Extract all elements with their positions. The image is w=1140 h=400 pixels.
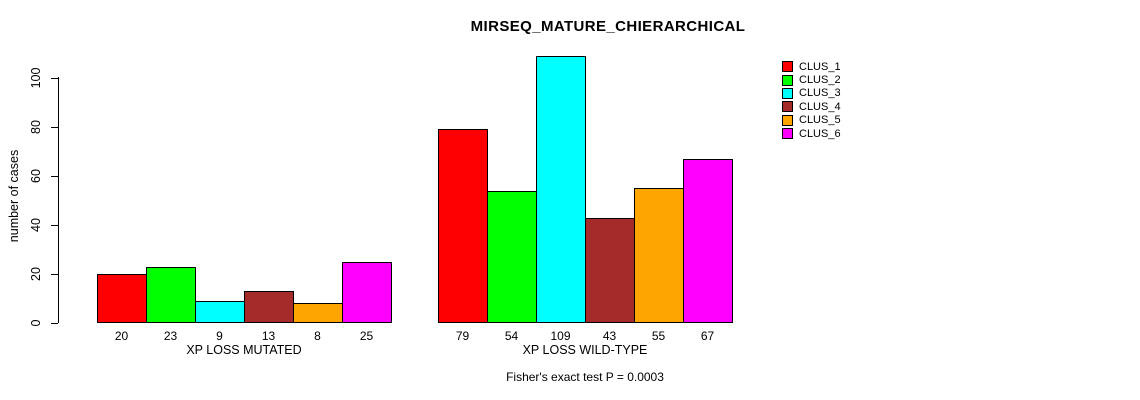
legend-label: CLUS_6 (799, 127, 841, 140)
legend-row-clus_3: CLUS_3 (782, 87, 841, 100)
bar-clus_1-group1 (97, 274, 147, 323)
bar-clus_5-group2 (634, 188, 684, 323)
bar-value-label: 20 (114, 329, 129, 343)
bar-value-label: 23 (163, 329, 178, 343)
legend-swatch-icon (782, 61, 793, 73)
bar-clus_3-group1 (195, 301, 245, 323)
group-axis-label: XP LOSS WILD-TYPE (522, 343, 648, 357)
y-tick-label: 60 (29, 169, 43, 183)
bar-value-label: 43 (602, 329, 617, 343)
y-tick-label: 80 (29, 120, 43, 134)
y-tick-mark (51, 322, 58, 324)
bar-clus_4-group1 (244, 291, 294, 323)
annotation-text: Fisher's exact test P = 0.0003 (506, 370, 664, 384)
bar-value-label: 8 (314, 329, 321, 343)
legend-label: CLUS_4 (799, 100, 841, 113)
bar-clus_2-group1 (146, 267, 196, 323)
legend-label: CLUS_1 (799, 60, 841, 73)
y-tick-mark (51, 224, 58, 226)
legend: CLUS_1 CLUS_2 CLUS_3 CLUS_4 CLUS_5 CLUS_6 (782, 60, 841, 140)
bar-value-label: 79 (455, 329, 470, 343)
bar-value-label: 67 (700, 329, 715, 343)
y-tick-label: 20 (29, 267, 43, 281)
bar-clus_4-group2 (585, 218, 635, 323)
legend-swatch-icon (782, 101, 793, 113)
legend-label: CLUS_5 (799, 114, 841, 127)
legend-row-clus_4: CLUS_4 (782, 100, 841, 113)
legend-label: CLUS_2 (799, 74, 841, 87)
group-axis-label: XP LOSS MUTATED (186, 343, 302, 357)
bar-value-label: 9 (216, 329, 223, 343)
legend-label: CLUS_3 (799, 87, 841, 100)
y-tick-label: 40 (29, 218, 43, 232)
legend-swatch-icon (782, 114, 793, 126)
bar-value-label: 54 (504, 329, 519, 343)
bar-value-label: 25 (359, 329, 374, 343)
legend-row-clus_6: CLUS_6 (782, 127, 841, 140)
y-tick-mark (51, 126, 58, 128)
bar-value-label: 13 (261, 329, 276, 343)
bar-value-label: 109 (550, 329, 571, 343)
legend-swatch-icon (782, 74, 793, 86)
bar-clus_1-group2 (438, 129, 488, 323)
y-axis-line (58, 77, 59, 323)
legend-row-clus_1: CLUS_1 (782, 60, 841, 73)
bar-clus_6-group2 (683, 159, 733, 323)
legend-row-clus_2: CLUS_2 (782, 73, 841, 86)
legend-row-clus_5: CLUS_5 (782, 114, 841, 127)
bar-clus_2-group2 (487, 191, 537, 323)
chart-title: MIRSEQ_MATURE_CHIERARCHICAL (470, 18, 746, 35)
bar-value-label: 55 (651, 329, 666, 343)
y-axis-title: number of cases (7, 149, 21, 243)
legend-swatch-icon (782, 128, 793, 140)
bar-clus_6-group1 (342, 262, 392, 323)
y-tick-label: 0 (29, 319, 43, 327)
y-tick-label: 100 (29, 67, 43, 89)
y-tick-mark (51, 273, 58, 275)
bar-clus_5-group1 (293, 303, 343, 323)
y-tick-mark (51, 175, 58, 177)
y-tick-mark (51, 77, 58, 79)
legend-swatch-icon (782, 87, 793, 99)
bar-clus_3-group2 (536, 56, 586, 323)
